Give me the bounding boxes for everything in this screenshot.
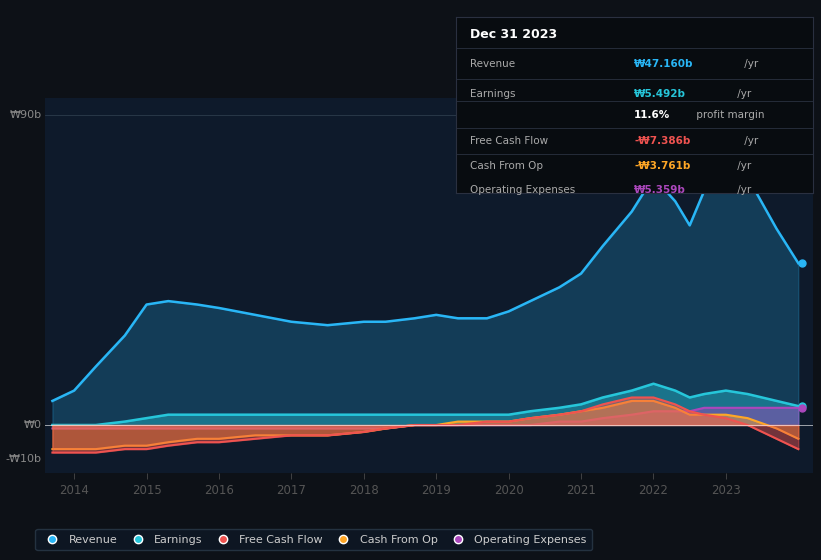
- Text: /yr: /yr: [734, 88, 751, 99]
- Legend: Revenue, Earnings, Free Cash Flow, Cash From Op, Operating Expenses: Revenue, Earnings, Free Cash Flow, Cash …: [35, 529, 592, 550]
- Text: /yr: /yr: [741, 136, 759, 146]
- Text: ₩47.160b: ₩47.160b: [635, 59, 694, 69]
- Text: ₩90b: ₩90b: [9, 110, 41, 120]
- Text: -₩7.386b: -₩7.386b: [635, 136, 690, 146]
- Text: /yr: /yr: [734, 161, 751, 171]
- Text: Revenue: Revenue: [470, 59, 515, 69]
- Text: Dec 31 2023: Dec 31 2023: [470, 28, 557, 41]
- Text: /yr: /yr: [741, 59, 759, 69]
- Text: Cash From Op: Cash From Op: [470, 161, 543, 171]
- Text: Operating Expenses: Operating Expenses: [470, 185, 576, 195]
- Text: Free Cash Flow: Free Cash Flow: [470, 136, 548, 146]
- Text: profit margin: profit margin: [693, 110, 764, 120]
- Text: 11.6%: 11.6%: [635, 110, 671, 120]
- Text: ₩5.492b: ₩5.492b: [635, 88, 686, 99]
- Text: -₩3.761b: -₩3.761b: [635, 161, 690, 171]
- Text: -₩10b: -₩10b: [5, 454, 41, 464]
- Text: /yr: /yr: [734, 185, 751, 195]
- Text: Earnings: Earnings: [470, 88, 516, 99]
- Text: ₩0: ₩0: [23, 420, 41, 430]
- Text: ₩5.359b: ₩5.359b: [635, 185, 686, 195]
